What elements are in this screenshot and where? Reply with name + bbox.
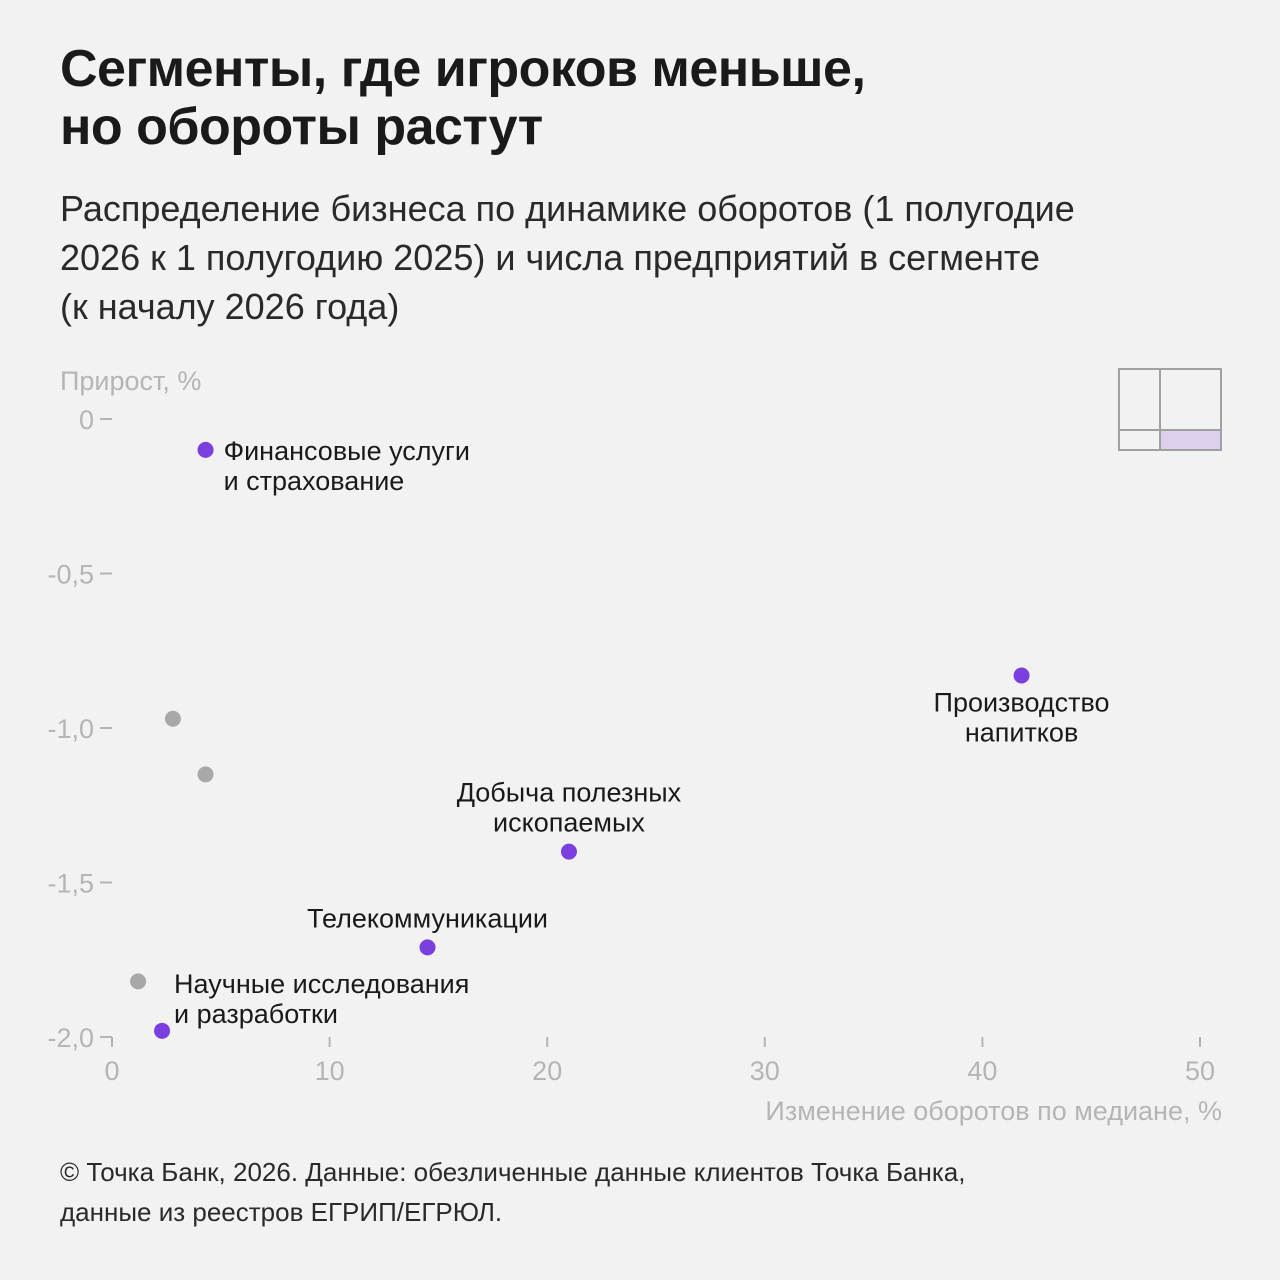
other-point [197,766,214,783]
y-tick-label: -2,0 [47,1023,94,1053]
chart-title-line: Сегменты, где игроков меньше, [60,40,866,98]
footer-line: © Точка Банк, 2026. Данные: обезличенные… [60,1157,966,1187]
scatter-chart: Прирост, % Изменение оборотов по медиане… [47,366,1222,1126]
y-axis-title: Прирост, % [60,366,201,396]
footer-line: данные из реестров ЕГРИП/ЕГРЮЛ. [60,1197,503,1227]
quadrant-legend-icon [1118,368,1222,451]
point-label-line: ископаемых [493,808,645,838]
x-tick-label: 40 [967,1056,997,1086]
y-tick-label: -0,5 [47,560,94,590]
point-label-line: Производство [934,687,1110,717]
point-label-line: напитков [965,717,1078,747]
highlighted-point [560,843,577,860]
point-label-line: Добыча полезных [457,778,682,808]
x-tick-label: 20 [532,1056,562,1086]
x-tick-label: 0 [104,1056,119,1086]
highlighted-point [197,441,214,458]
point-label-line: и страхование [224,466,405,496]
chart-subtitle-line: 2026 к 1 полугодию 2025) и числа предпри… [60,237,1040,278]
highlighted-point [1013,667,1030,684]
point-label-line: Финансовые услуги [224,436,470,466]
chart-title: Сегменты, где игроков меньше, но обороты… [60,40,866,156]
x-tick-label: 50 [1185,1056,1215,1086]
quadrant-frame-icon [1118,368,1222,451]
chart-subtitle-line: (к началу 2026 года) [60,286,400,327]
chart-title-line: но обороты растут [60,98,543,156]
y-tick-label: 0 [79,405,94,435]
chart-subtitle: Распределение бизнеса по динамике оборот… [60,184,1075,331]
chart-points: Финансовые услуги и страхование Производст… [130,436,1110,1039]
chart-subtitle-line: Распределение бизнеса по динамике оборот… [60,188,1075,229]
x-tick-label: 30 [750,1056,780,1086]
y-tick-label: -1,5 [47,869,94,899]
point-label-line: Научные исследования [174,969,469,999]
other-point [130,973,147,990]
point-label-line: и разработки [174,999,338,1029]
point-label: Добыча полезных ископаемых [457,778,682,838]
source-footer: © Точка Банк, 2026. Данные: обезличенные… [60,1152,965,1232]
highlighted-point [419,939,436,956]
y-tick-label: -1,0 [47,714,94,744]
point-label: Научные исследования и разработки [174,969,469,1029]
point-label-line: Телекоммуникации [307,903,548,933]
x-axis-title: Изменение оборотов по медиане, % [765,1096,1222,1126]
chart-axes: 0 -0,5 -1,0 -1,5 -2,0 0 10 20 30 40 50 [47,405,1215,1086]
highlighted-point [154,1022,171,1039]
point-label: Производство напитков [934,687,1110,747]
highlighted-quadrant-icon [1160,430,1221,450]
x-tick-label: 10 [315,1056,345,1086]
point-label: Телекоммуникации [307,903,548,933]
other-point [164,710,181,727]
point-label: Финансовые услуги и страхование [224,436,470,496]
